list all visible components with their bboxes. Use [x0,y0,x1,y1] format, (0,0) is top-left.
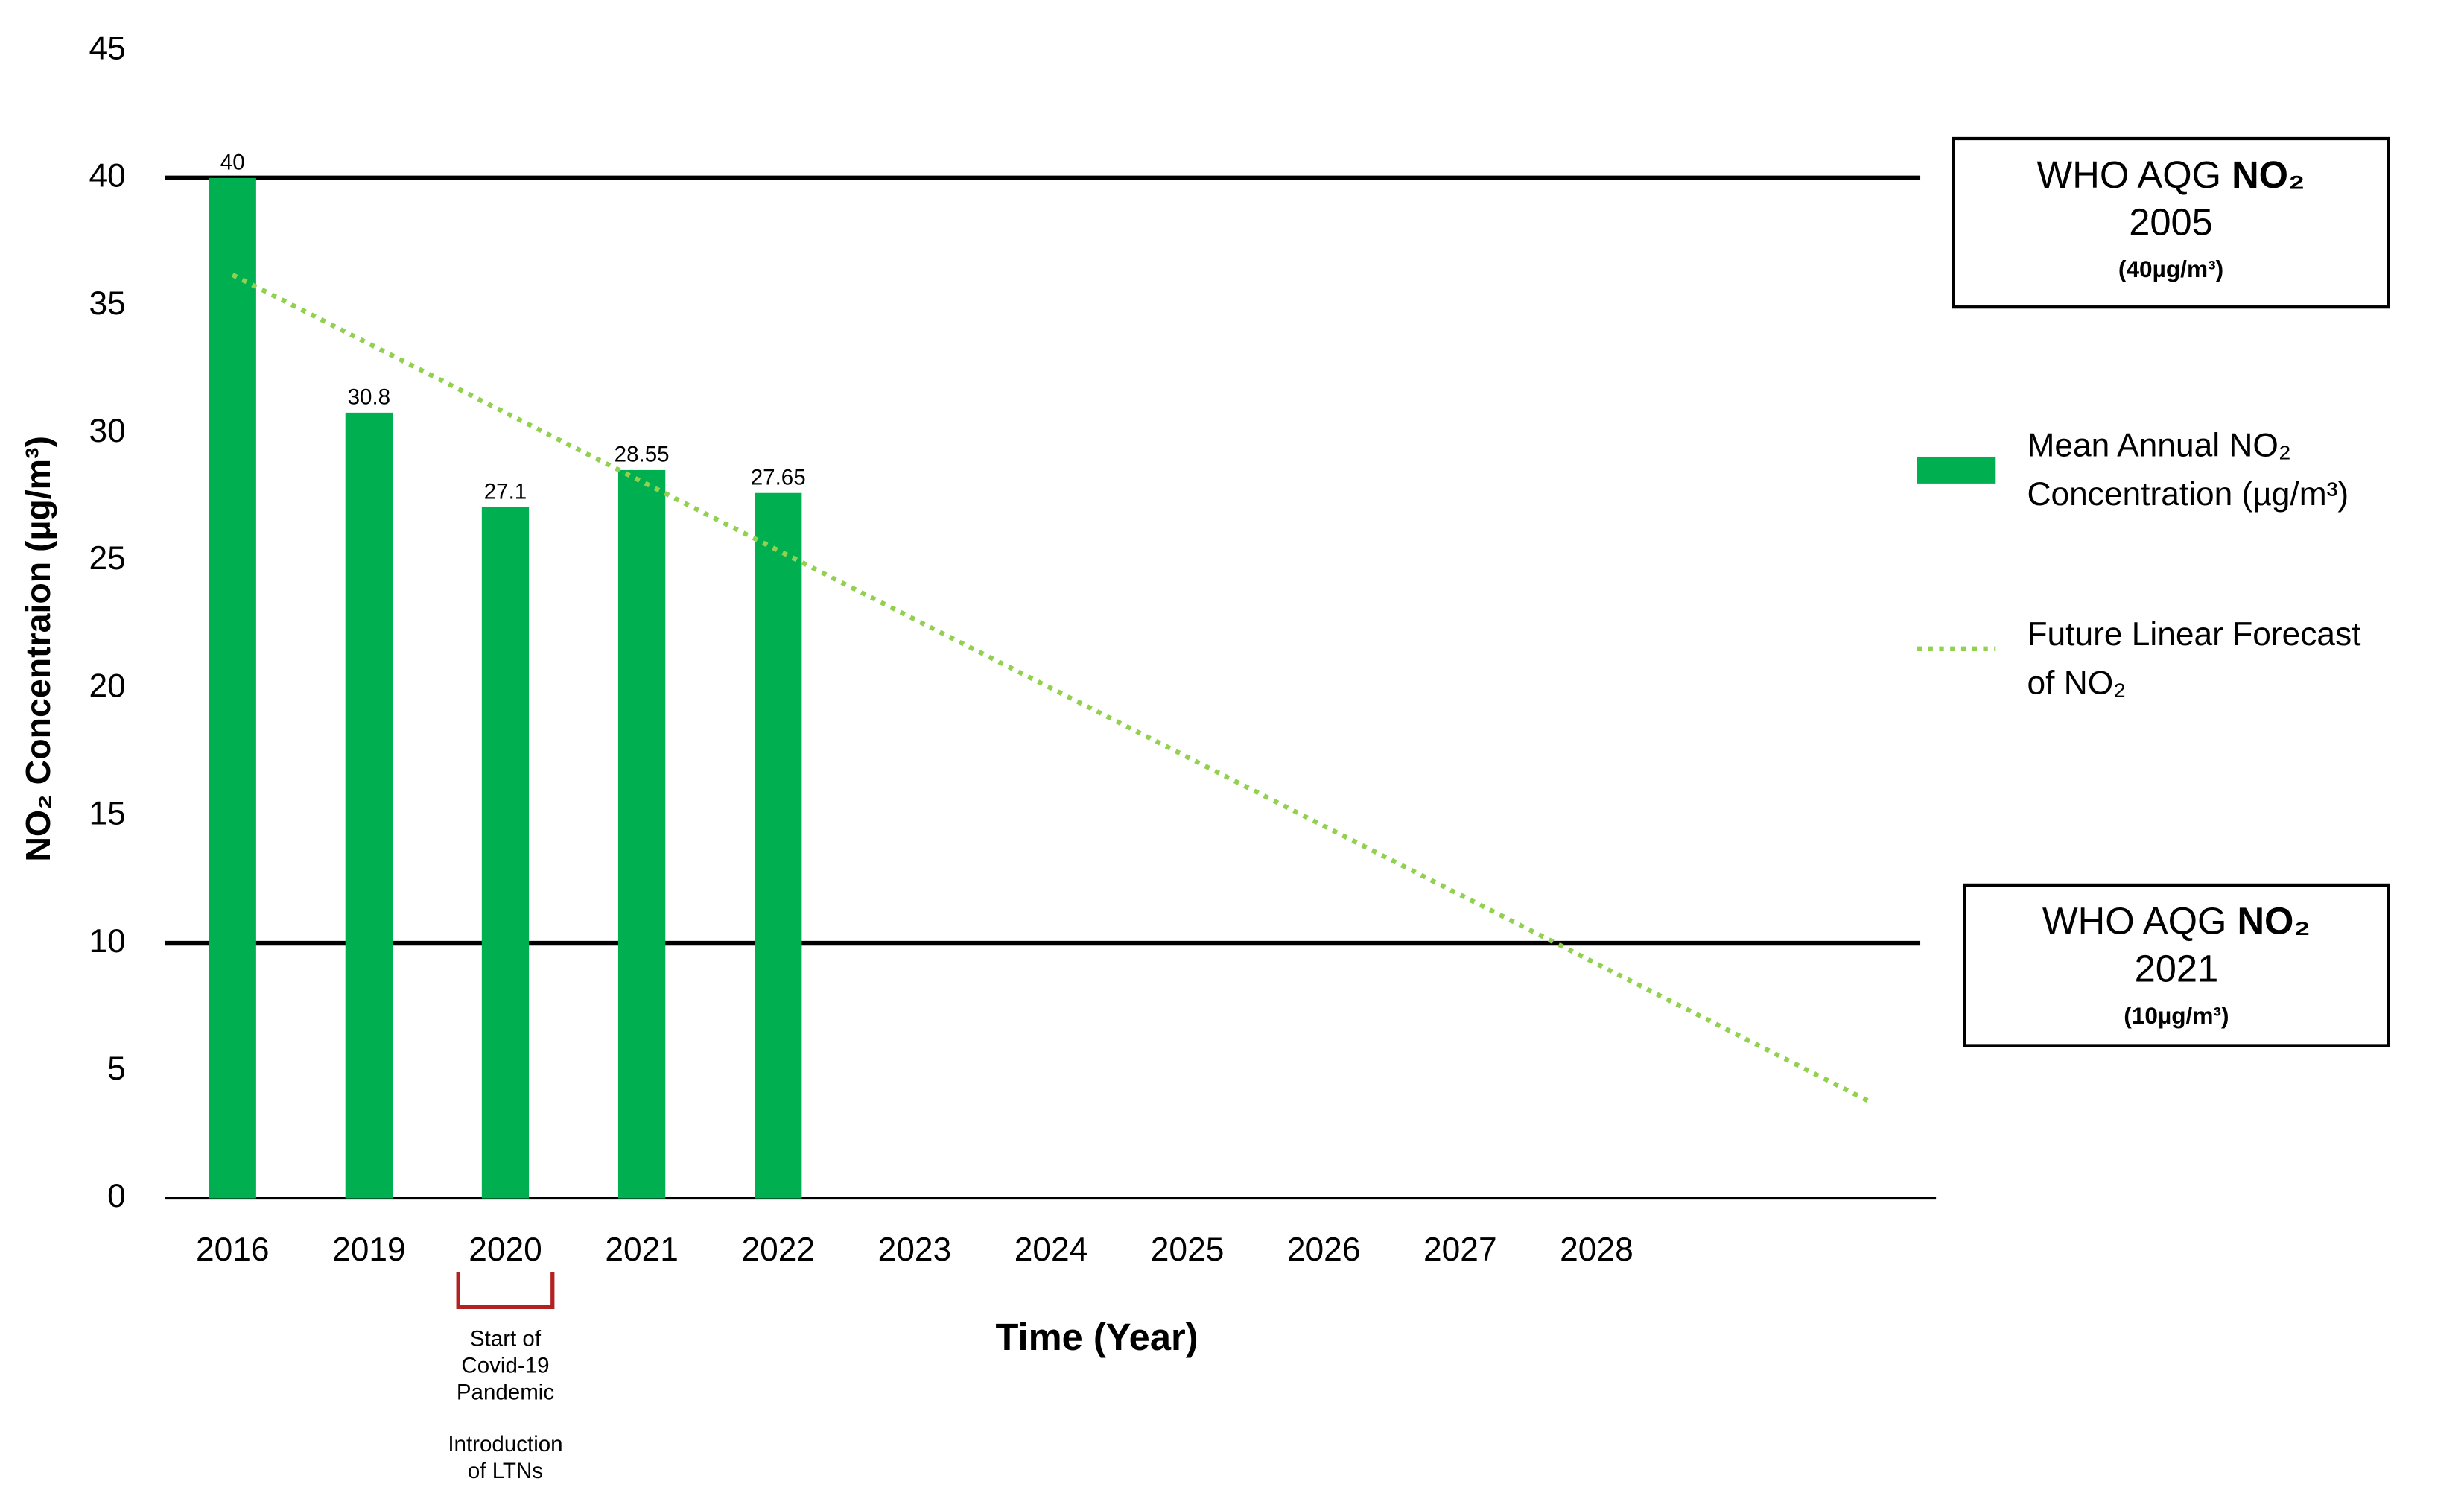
y-tick-label: 45 [89,30,126,66]
y-tick-label: 0 [107,1178,126,1214]
reference-year: 2021 [2135,948,2219,990]
legend-swatch [1917,456,1996,484]
y-tick-label: 10 [89,923,126,960]
legend-label-line: Mean Annual NO₂ [2028,427,2291,463]
annotation-text: of LTNs [468,1459,543,1483]
x-tick-label: 2016 [196,1232,270,1268]
x-tick-label: 2024 [1015,1232,1088,1268]
data-label: 30.8 [348,385,390,410]
legend-label-line: Concentration (µg/m³) [2028,476,2349,513]
y-tick-label: 5 [107,1050,126,1087]
reference-title-chem: NO₂ [2232,153,2305,196]
y-tick-label: 15 [89,796,126,832]
x-tick-label: 2027 [1423,1232,1497,1268]
x-tick-label: 2025 [1151,1232,1225,1268]
data-label: 40 [220,150,245,175]
x-tick-label: 2022 [741,1232,815,1268]
x-tick-label: 2023 [878,1232,952,1268]
legend-label-line: Future Linear Forecast [2028,616,2361,653]
reference-title: WHO AQG NO₂ [2037,153,2305,196]
legend-label: Future Linear Forecast of NO₂ [2028,616,2361,702]
annotation-bracket [456,1272,555,1309]
annotation-text: Start of [470,1327,542,1351]
data-label: 27.65 [751,466,806,490]
bar [481,507,530,1199]
reference-limit: (10µg/m³) [2124,1002,2229,1029]
reference-box [1963,883,2390,1047]
x-tick-label: 2020 [469,1232,542,1268]
x-axis-title: Time (Year) [996,1316,1198,1358]
y-tick-label: 25 [89,540,126,577]
x-tick-label: 2019 [332,1232,406,1268]
data-label: 27.1 [484,479,527,504]
y-axis-title: NO₂ Concentraion (µg/m³) [19,436,57,862]
y-tick-label: 30 [89,413,126,449]
x-tick-label: 2028 [1560,1232,1633,1268]
data-label: 28.55 [615,443,670,467]
bar [209,177,256,1199]
annotation-text: Pandemic [457,1380,554,1404]
reference-limit: (40µg/m³) [2118,256,2223,282]
reference-title-chem: NO₂ [2237,900,2310,942]
legend-label-line: of NO₂ [2028,665,2127,701]
x-tick-label: 2021 [605,1232,679,1268]
y-tick-label: 20 [89,668,126,704]
reference-title: WHO AQG NO₂ [2042,900,2311,942]
legend-label: Mean Annual NO₂ Concentration (µg/m³) [2028,427,2349,513]
reference-box [1952,136,2390,309]
bar [617,469,666,1199]
forecast-line [231,273,1871,1104]
annotation-text: Introduction [448,1432,562,1457]
reference-year: 2005 [2129,201,2213,244]
reference-title-part: WHO AQG [2042,900,2238,942]
y-tick-label: 40 [89,158,126,194]
reference-title-part: WHO AQG [2037,153,2232,196]
bar [755,492,802,1199]
bar [345,412,393,1199]
y-tick-label: 35 [89,285,126,322]
x-tick-label: 2026 [1287,1232,1361,1268]
annotation-text: Covid-19 [461,1353,549,1378]
